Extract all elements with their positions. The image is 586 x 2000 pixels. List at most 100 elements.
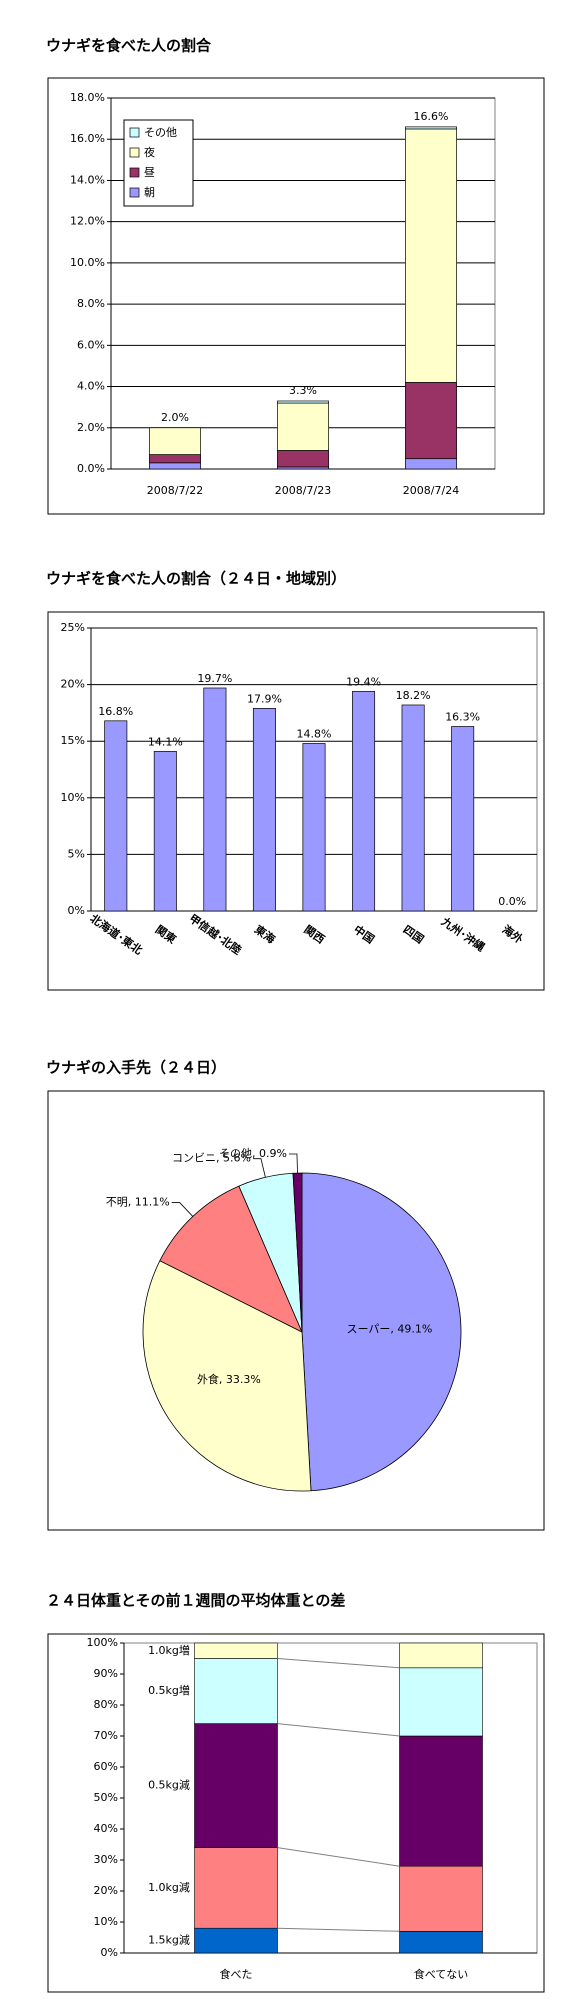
bar-segment — [405, 126, 457, 130]
y-tick-label: 60% — [94, 1760, 118, 1773]
total-label: 2.0% — [161, 411, 189, 424]
series-connector — [277, 1847, 400, 1867]
bar-segment — [399, 1865, 483, 1932]
value-label: 16.8% — [98, 705, 133, 718]
bar-segment — [405, 128, 457, 383]
y-tick-label: 6.0% — [77, 338, 105, 351]
y-tick-label: 2.0% — [77, 421, 105, 434]
chart-title: ２４日体重とその前１週間の平均体重との差 — [46, 1592, 345, 1610]
series-label: 1.0kg減 — [148, 1880, 190, 1894]
series-connector — [277, 1927, 400, 1932]
slice-label: スーパー, 49.1% — [347, 1323, 433, 1336]
total-label: 16.6% — [414, 110, 449, 123]
series-label: 1.0kg増 — [148, 1644, 190, 1657]
x-tick-label: 食べてない — [414, 1967, 469, 1981]
y-tick-label: 80% — [94, 1698, 118, 1711]
series-label: 1.5kg減 — [148, 1933, 190, 1947]
pie-slice — [159, 1185, 303, 1333]
y-tick-label: 8.0% — [77, 297, 105, 310]
y-tick-label: 5% — [68, 847, 85, 860]
bar-segment — [399, 1735, 483, 1867]
y-tick-label: 30% — [94, 1853, 118, 1866]
bar-segment — [405, 382, 457, 460]
x-tick-label: 2008/7/24 — [403, 484, 459, 497]
bar-segment — [399, 1642, 483, 1669]
y-tick-label: 16.0% — [70, 132, 105, 145]
chart-title: ウナギの入手先（２４日） — [46, 1059, 226, 1077]
legend-swatch — [129, 147, 140, 158]
value-label: 0.0% — [498, 895, 526, 908]
y-tick-label: 100% — [87, 1636, 118, 1649]
y-tick-label: 10% — [61, 791, 85, 804]
legend-swatch — [129, 187, 140, 198]
pie-slice — [301, 1172, 462, 1492]
chart-title: ウナギを食べた人の割合 — [46, 37, 212, 55]
value-label: 14.1% — [148, 735, 183, 748]
y-tick-label: 10% — [94, 1915, 118, 1928]
bar-segment — [405, 458, 457, 470]
bar — [104, 720, 128, 912]
series-label: 0.5kg増 — [148, 1684, 190, 1697]
bar-segment — [277, 450, 329, 468]
y-tick-label: 0% — [68, 904, 85, 917]
bar-segment — [194, 1847, 278, 1929]
value-label: 18.2% — [396, 689, 431, 702]
pie-slice — [142, 1260, 312, 1492]
bar — [302, 743, 326, 912]
bar — [352, 691, 376, 912]
legend-swatch — [129, 127, 140, 138]
y-tick-label: 90% — [94, 1667, 118, 1680]
chart-title: ウナギを食べた人の割合（２４日・地域別） — [46, 570, 346, 588]
y-tick-label: 0% — [101, 1946, 118, 1959]
bar-segment — [399, 1931, 483, 1954]
y-tick-label: 25% — [61, 621, 85, 634]
bar-segment — [149, 427, 201, 455]
bar — [401, 704, 425, 912]
x-tick-label: 食べた — [220, 1967, 253, 1981]
bar-segment — [149, 462, 201, 470]
slice-label: 不明, 11.1% — [106, 1196, 170, 1209]
legend-label: 昼 — [144, 166, 155, 179]
value-label: 19.7% — [197, 672, 232, 685]
value-label: 19.4% — [346, 675, 381, 688]
value-label: 14.8% — [297, 727, 332, 740]
y-tick-label: 14.0% — [70, 173, 105, 186]
legend-swatch — [129, 167, 140, 178]
y-tick-label: 12.0% — [70, 215, 105, 228]
bar — [203, 687, 227, 912]
y-tick-label: 18.0% — [70, 91, 105, 104]
series-connector — [277, 1658, 400, 1669]
bar-segment — [194, 1658, 278, 1724]
slice-label: コンビニ, 5.6% — [172, 1152, 251, 1165]
slice-label: その他, 0.9% — [219, 1147, 287, 1160]
y-tick-label: 40% — [94, 1822, 118, 1835]
bar-segment — [194, 1723, 278, 1848]
y-tick-label: 0.0% — [77, 462, 105, 475]
bar-segment — [149, 454, 201, 464]
slice-label: 外食, 33.3% — [197, 1372, 261, 1386]
bar-segment — [277, 402, 329, 451]
leader-line — [171, 1202, 194, 1217]
bar-segment — [194, 1927, 278, 1954]
legend-label: 夜 — [144, 145, 155, 159]
bar-segment — [399, 1667, 483, 1737]
y-tick-label: 4.0% — [77, 380, 105, 393]
leader-line — [252, 1158, 266, 1178]
bar-segment — [194, 1642, 278, 1659]
y-tick-label: 10.0% — [70, 256, 105, 269]
y-tick-label: 20% — [61, 678, 85, 691]
x-tick-label: 2008/7/22 — [147, 484, 203, 497]
series-connector — [277, 1723, 400, 1737]
bar — [451, 726, 475, 912]
y-tick-label: 15% — [61, 734, 85, 747]
series-label: 0.5kg減 — [148, 1778, 190, 1792]
y-tick-label: 50% — [94, 1791, 118, 1804]
y-tick-label: 20% — [94, 1884, 118, 1897]
legend-label: 朝 — [144, 186, 155, 199]
y-tick-label: 70% — [94, 1729, 118, 1742]
leader-line — [288, 1153, 298, 1174]
bar — [153, 751, 177, 912]
total-label: 3.3% — [289, 384, 317, 397]
bar — [252, 708, 276, 912]
